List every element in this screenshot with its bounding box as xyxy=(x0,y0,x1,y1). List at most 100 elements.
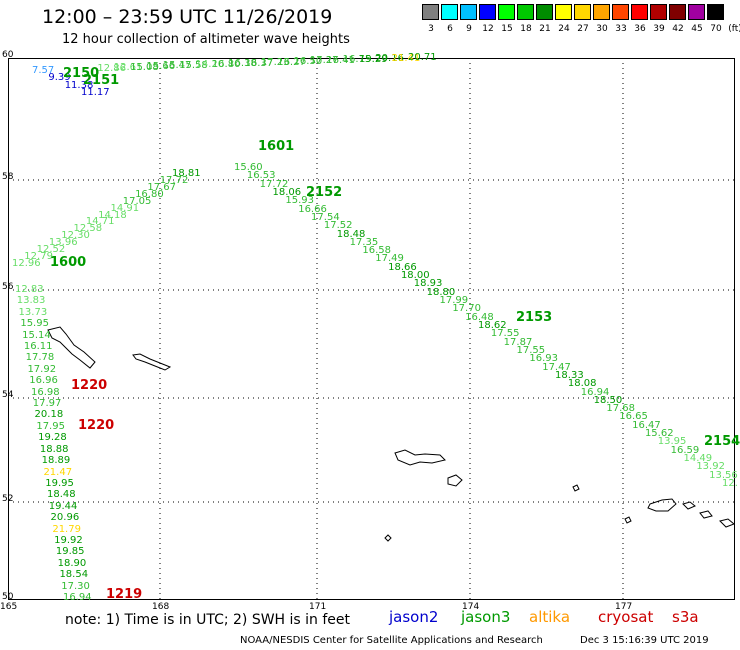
wave-reading: 16.93 xyxy=(529,353,558,365)
wave-reading: 17.35 xyxy=(349,236,379,248)
wave-reading: 17.55 xyxy=(516,344,546,356)
lon-label: 168 xyxy=(152,602,170,612)
wave-reading: 14.49 xyxy=(683,453,713,465)
legend-swatch xyxy=(574,4,591,20)
satellite-jason2: jason2 xyxy=(389,608,439,626)
wave-reading: 15.47 xyxy=(162,60,192,72)
wave-reading: 17.78 xyxy=(25,352,55,364)
legend-swatch xyxy=(688,4,705,20)
wave-reading: 19.95 xyxy=(45,477,74,489)
wave-reading: 17.54 xyxy=(311,211,340,223)
wave-reading: 13.96 xyxy=(48,237,78,249)
wave-reading: 18.89 xyxy=(41,455,71,467)
legend-swatch xyxy=(650,4,667,20)
wave-reading: 17.49 xyxy=(375,253,404,265)
wave-reading: 18.93 xyxy=(413,278,443,290)
wave-reading: 17.70 xyxy=(452,303,481,315)
satellite-s3a: s3a xyxy=(672,608,699,626)
wave-reading: 18.81 xyxy=(172,168,201,179)
island-outline xyxy=(394,449,446,466)
wave-reading: 16.75 xyxy=(342,54,372,66)
wave-reading: 16.80 xyxy=(135,188,164,200)
wave-reading: 18.06 xyxy=(272,186,302,198)
wave-reading: 12.61 xyxy=(113,62,143,74)
wave-reading: 18.08 xyxy=(567,378,597,390)
island-outline xyxy=(699,510,713,519)
legend-swatch xyxy=(555,4,572,20)
island-outline xyxy=(647,498,677,512)
wave-reading: 21.79 xyxy=(52,523,81,535)
wave-reading: 17.27 xyxy=(309,55,339,67)
wave-reading: 7.57 xyxy=(32,65,55,76)
wave-reading: 16.59 xyxy=(670,444,700,456)
island-outline xyxy=(572,484,580,492)
island-outline xyxy=(132,353,172,371)
wave-reading: 18.90 xyxy=(57,557,87,569)
wave-reading: 17.97 xyxy=(32,398,62,410)
wave-reading: 9.39 xyxy=(48,72,71,84)
wave-reading: 14.91 xyxy=(110,202,140,214)
wave-reading: 16.37 xyxy=(244,57,274,69)
time-label: 2152 xyxy=(306,185,343,200)
lat-label: 50 xyxy=(2,592,14,602)
wave-reading: 16.27 xyxy=(277,56,306,68)
legend-label: 70 xyxy=(710,24,722,34)
wave-reading: 16.98 xyxy=(31,386,60,398)
wave-reading: 19.29 xyxy=(358,53,388,65)
wave-reading: 20.18 xyxy=(34,409,64,421)
wave-reading: 19.44 xyxy=(48,500,78,512)
map-frame xyxy=(8,58,735,600)
wave-reading: 15.66 xyxy=(146,61,176,73)
wave-reading: 17.95 xyxy=(36,420,65,432)
wave-reading: 18.50 xyxy=(593,394,623,406)
legend-label: 33 xyxy=(615,24,627,34)
wave-reading: 16.80 xyxy=(211,58,241,70)
island-outline xyxy=(47,326,96,369)
legend-label: 15 xyxy=(501,24,513,34)
island-outline xyxy=(384,534,392,542)
legend-label: 21 xyxy=(539,24,551,34)
wave-reading: 16.48 xyxy=(465,311,494,323)
wave-reading: 18.80 xyxy=(426,286,456,298)
footer-date: Dec 3 15:16:39 UTC 2019 xyxy=(580,635,709,646)
wave-reading: 16.96 xyxy=(29,375,58,387)
lat-label: 52 xyxy=(2,494,14,504)
wave-reading: 13.56 xyxy=(709,469,738,481)
wave-reading: 15.14 xyxy=(22,329,51,341)
lon-label: 177 xyxy=(615,602,633,612)
wave-reading: 12. xyxy=(722,478,738,489)
legend-label: 27 xyxy=(577,24,589,34)
wave-reading: 16.66 xyxy=(298,203,327,215)
wave-reading: 16.50 xyxy=(293,55,323,67)
wave-reading: 12.52 xyxy=(36,244,66,256)
legend-label: 3 xyxy=(428,24,434,34)
legend-swatch xyxy=(707,4,724,20)
wave-reading: 12.96 xyxy=(12,258,41,269)
island-outline xyxy=(447,474,463,487)
wave-reading: 11.17 xyxy=(81,87,110,99)
wave-reading: 15.95 xyxy=(20,318,49,330)
footer-credit: NOAA/NESDIS Center for Satellite Applica… xyxy=(240,635,543,646)
legend-label: 9 xyxy=(466,24,472,34)
island-outline xyxy=(719,518,735,528)
legend-label: 45 xyxy=(691,24,703,34)
wave-reading: 15.08 xyxy=(130,61,159,73)
time-label: 2154 xyxy=(704,434,740,449)
time-label: 2153 xyxy=(516,310,553,325)
wave-reading: 15.58 xyxy=(179,59,208,71)
wave-reading: 17.72 xyxy=(159,174,189,186)
wave-reading: 16.58 xyxy=(362,245,392,257)
wave-reading: 13.73 xyxy=(18,306,48,318)
wave-reading: 19.85 xyxy=(55,546,85,558)
wave-reading: 17.68 xyxy=(606,403,636,415)
lon-label: 171 xyxy=(309,602,327,612)
wave-reading: 18.48 xyxy=(47,489,76,501)
lat-label: 54 xyxy=(2,390,14,400)
legend-label: 30 xyxy=(596,24,608,34)
wave-reading: 17.87 xyxy=(503,336,533,348)
legend-label: 24 xyxy=(558,24,570,34)
time-label: 2150 xyxy=(63,66,100,81)
wave-reading: 12.86 xyxy=(97,62,127,74)
wave-reading: 21.41 xyxy=(391,52,421,64)
